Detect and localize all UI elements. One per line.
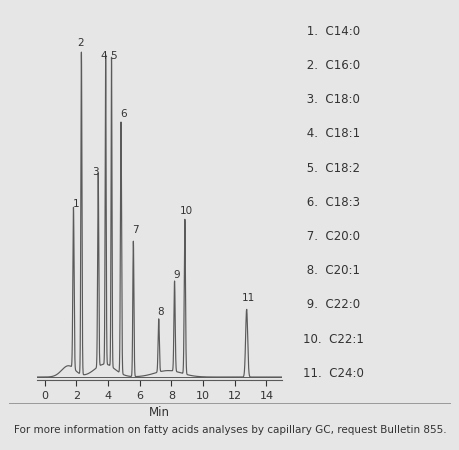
Text: 10.  C22:1: 10. C22:1 (303, 333, 364, 346)
Text: For more information on fatty acids analyses by capillary GC, request Bulletin 8: For more information on fatty acids anal… (14, 425, 447, 435)
Text: 10: 10 (180, 206, 193, 216)
Text: 2: 2 (78, 38, 84, 48)
Text: 5.  C18:2: 5. C18:2 (303, 162, 360, 175)
Text: 2.  C16:0: 2. C16:0 (303, 59, 360, 72)
Text: 4.  C18:1: 4. C18:1 (303, 127, 360, 140)
X-axis label: Min: Min (149, 406, 170, 419)
Text: 11: 11 (242, 293, 255, 303)
Text: 1: 1 (73, 199, 80, 209)
Text: 8.  C20:1: 8. C20:1 (303, 264, 360, 277)
Text: 3: 3 (92, 167, 99, 177)
Text: 6.  C18:3: 6. C18:3 (303, 196, 360, 209)
Text: 7.  C20:0: 7. C20:0 (303, 230, 360, 243)
Text: 9.  C22:0: 9. C22:0 (303, 298, 360, 311)
Text: 6: 6 (120, 109, 126, 119)
Text: 5: 5 (110, 51, 117, 61)
Text: 8: 8 (157, 307, 164, 317)
Text: 3.  C18:0: 3. C18:0 (303, 93, 360, 106)
Text: 7: 7 (132, 225, 139, 235)
Text: 1.  C14:0: 1. C14:0 (303, 25, 360, 38)
Text: 11.  C24:0: 11. C24:0 (303, 367, 364, 380)
Text: 4: 4 (101, 51, 107, 61)
Text: 9: 9 (173, 270, 180, 280)
